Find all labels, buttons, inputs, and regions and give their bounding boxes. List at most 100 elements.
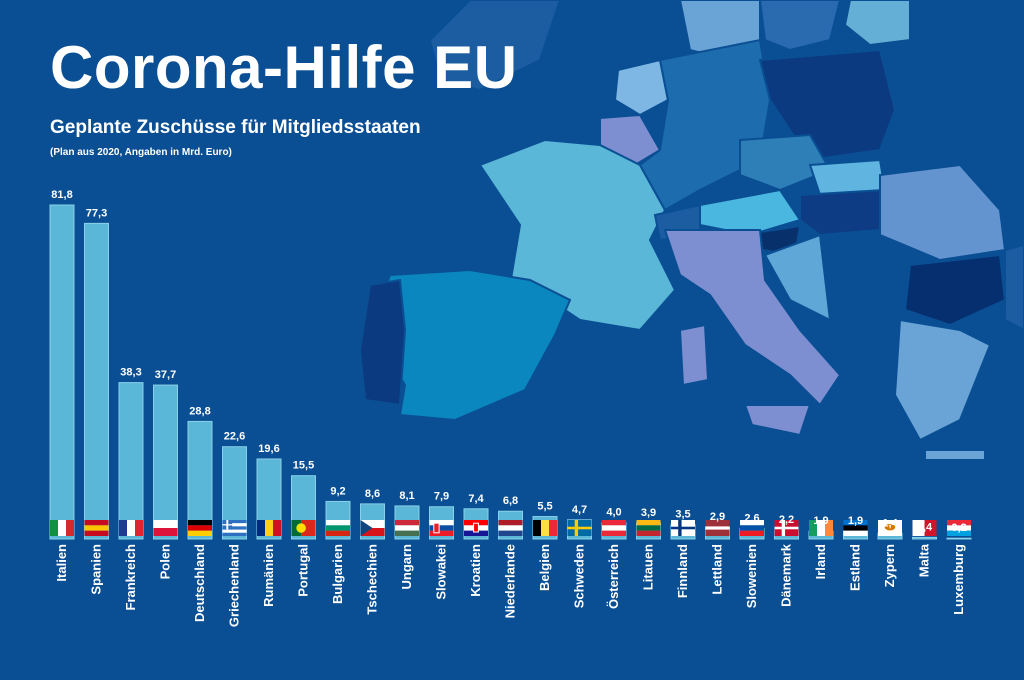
category-label-irland: Irland [813, 544, 828, 579]
value-label-ungarn: 8,1 [399, 490, 414, 502]
chart-subtitle: Geplante Zuschüsse für Mitgliedsstaaten [50, 117, 421, 138]
chart-title: Corona-Hilfe EU [50, 34, 518, 101]
flag-niederlande [498, 520, 523, 536]
value-label-tschechien: 8,6 [365, 488, 380, 500]
value-label-niederlande: 6,8 [503, 495, 518, 507]
category-label-italien: Italien [54, 544, 69, 582]
bar-italien [49, 204, 75, 540]
category-label-spanien: Spanien [89, 544, 104, 595]
category-label-schweden: Schweden [572, 544, 587, 608]
map-region-turkey [1004, 243, 1024, 332]
value-label-spanien: 77,3 [86, 207, 107, 219]
category-label-frankreich: Frankreich [123, 544, 138, 611]
bar-malta [912, 536, 937, 540]
value-label-irland: 1,9 [813, 515, 828, 527]
value-label-deutschland: 28,8 [189, 405, 210, 417]
flag-italien [50, 520, 74, 536]
value-label-österreich: 4,0 [606, 507, 621, 519]
map-region-italy [663, 229, 842, 407]
value-label-belgien: 5,5 [537, 501, 552, 513]
flag-portugal [291, 520, 316, 536]
category-label-estland: Estland [848, 544, 863, 591]
bar-deutschland [187, 420, 213, 540]
category-label-slowakei: Slowakei [434, 544, 449, 600]
category-label-malta: Malta [917, 543, 932, 577]
flag-bulgarien [326, 520, 350, 536]
flag-frankreich [119, 520, 143, 536]
chart-note: (Plan aus 2020, Angaben in Mrd. Euro) [50, 147, 232, 158]
value-label-lettland: 2,9 [710, 511, 725, 523]
category-label-belgien: Belgien [537, 544, 552, 591]
category-label-litauen: Litauen [641, 544, 656, 590]
value-label-malta: 0,4 [917, 521, 933, 533]
category-label-tschechien: Tschechien [365, 544, 380, 615]
value-label-schweden: 4,7 [572, 504, 587, 516]
value-label-bulgarien: 9,2 [330, 485, 345, 497]
bar-frankreich [118, 382, 144, 540]
value-label-griechenland: 22,6 [224, 431, 245, 443]
category-label-lettland: Lettland [710, 544, 725, 595]
category-label-zypern: Zypern [882, 544, 897, 587]
value-label-finnland: 3,5 [675, 509, 690, 521]
category-label-niederlande: Niederlande [503, 544, 518, 618]
map-region-poland [758, 48, 897, 162]
flag-schweden [567, 520, 592, 536]
map-region-crete [924, 449, 986, 461]
category-label-ungarn: Ungarn [399, 544, 414, 590]
category-label-slowenien: Slowenien [744, 544, 759, 608]
flag-deutschland [188, 520, 212, 536]
value-label-portugal: 15,5 [293, 460, 314, 472]
value-label-slowakei: 7,9 [434, 491, 449, 503]
category-label-griechenland: Griechenland [227, 544, 242, 627]
value-label-rumänien: 19,6 [258, 443, 279, 455]
flag-spanien [84, 520, 109, 536]
category-label-luxemburg: Luxemburg [951, 544, 966, 615]
value-label-polen: 37,7 [155, 369, 176, 381]
map-region-sardinia [678, 323, 710, 387]
flag-griechenland [222, 520, 247, 536]
map-region-netherlands [613, 58, 670, 117]
category-label-kroatien: Kroatien [468, 544, 483, 597]
category-label-finnland: Finnland [675, 544, 690, 598]
flag-österreich [602, 520, 626, 536]
flag-zypern [878, 520, 902, 536]
map-region-bulgaria [903, 253, 1007, 327]
category-label-österreich: Österreich [606, 544, 621, 609]
flag-slowakei [429, 520, 454, 536]
category-label-polen: Polen [158, 544, 173, 579]
flag-luxemburg [947, 520, 971, 536]
map-region-lithuania [843, 0, 911, 47]
map-region-czechia [739, 133, 832, 192]
value-label-estland: 1,9 [848, 515, 863, 527]
flag-kroatien [464, 520, 488, 536]
flag-rumänien [257, 520, 281, 536]
map-region-greece [893, 318, 992, 442]
value-label-slowenien: 2,6 [744, 512, 759, 524]
map-region-uk [428, 0, 562, 92]
category-label-deutschland: Deutschland [192, 544, 207, 622]
flag-malta [912, 520, 937, 536]
value-label-dänemark: 2,2 [779, 514, 794, 526]
map-region-sicily [743, 404, 812, 437]
flag-ungarn [395, 520, 419, 536]
flag-irland [809, 520, 833, 536]
bar-polen [153, 384, 178, 540]
bar-luxemburg [946, 537, 972, 540]
flag-finnland [671, 520, 695, 536]
value-label-italien: 81,8 [51, 189, 72, 201]
value-label-zypern: 1,4 [882, 517, 898, 529]
flag-litauen [636, 520, 661, 536]
flag-dänemark [774, 520, 799, 536]
map-region-hungary [799, 188, 887, 237]
map-region-croatia [763, 233, 832, 322]
flag-lettland [705, 520, 730, 536]
flag-belgien [533, 520, 557, 536]
value-label-kroatien: 7,4 [468, 493, 484, 505]
bar-spanien [84, 222, 109, 540]
category-label-dänemark: Dänemark [779, 543, 794, 607]
flag-estland [843, 520, 868, 536]
category-label-rumänien: Rumänien [261, 544, 276, 607]
flag-polen [153, 520, 178, 536]
